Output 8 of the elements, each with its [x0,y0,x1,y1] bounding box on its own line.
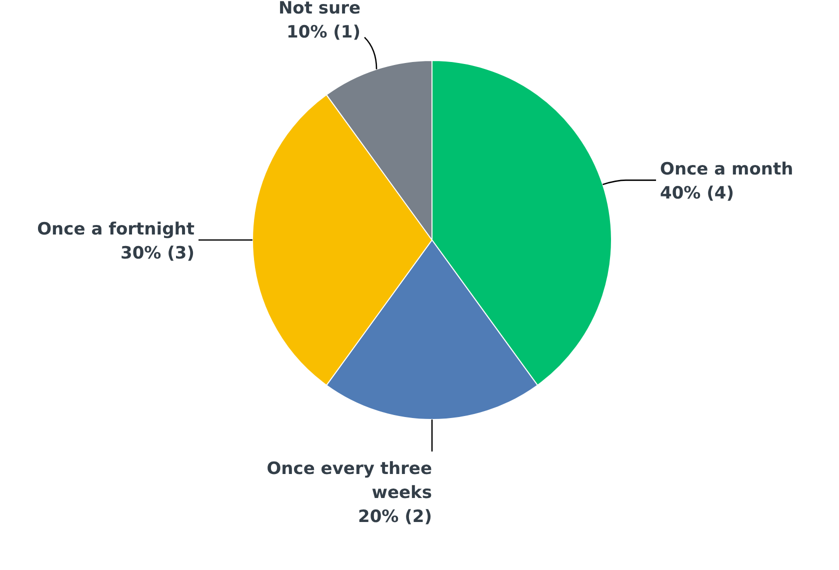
data-label: 10% (1) [286,22,361,43]
slice-label: Not sure [278,0,361,19]
data-label: 20% (2) [358,506,432,527]
slice-label: Once a fortnight [37,219,194,240]
slice-label: Once a month [660,160,794,180]
data-label: 40% (4) [660,184,734,204]
slice-label: Once every three weeks [266,458,432,503]
data-label: 30% (3) [120,243,194,264]
